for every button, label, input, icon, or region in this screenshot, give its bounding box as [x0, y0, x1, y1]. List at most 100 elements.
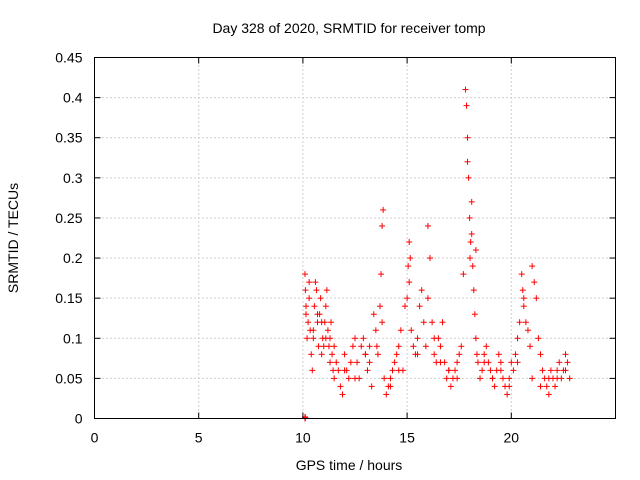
- data-point: [303, 311, 310, 318]
- data-point: [305, 319, 312, 326]
- data-point: [406, 239, 413, 246]
- data-point: [431, 335, 438, 342]
- data-point: [489, 375, 496, 382]
- data-point: [554, 375, 561, 382]
- data-point: [537, 383, 544, 390]
- y-tick-labels: 0 0.05 0.1 0.15 0.2 0.25 0.3 0.35 0.4 0.45: [55, 50, 82, 427]
- data-point: [518, 271, 525, 278]
- data-point: [321, 319, 328, 326]
- data-point: [333, 359, 340, 366]
- data-point: [372, 327, 379, 334]
- data-point: [473, 351, 480, 358]
- data-point: [495, 351, 502, 358]
- data-point: [405, 263, 412, 270]
- x-tick-label: 0: [91, 430, 99, 446]
- data-point: [303, 303, 310, 310]
- data-point: [323, 287, 330, 294]
- data-point: [395, 343, 402, 350]
- y-tick-label: 0: [75, 411, 83, 427]
- data-point: [324, 327, 331, 334]
- data-point: [424, 222, 431, 229]
- data-point: [460, 271, 467, 278]
- data-point: [422, 343, 429, 350]
- data-point: [471, 311, 478, 318]
- data-point: [562, 351, 569, 358]
- data-point: [424, 295, 431, 302]
- y-tick-label: 0.35: [55, 130, 82, 146]
- data-point: [454, 375, 461, 382]
- data-point: [506, 375, 513, 382]
- data-point: [429, 319, 436, 326]
- data-point: [533, 295, 540, 302]
- data-point: [313, 287, 320, 294]
- data-point: [456, 351, 463, 358]
- data-point: [463, 102, 470, 109]
- data-point: [352, 335, 358, 342]
- data-point: [427, 255, 434, 262]
- data-point: [309, 367, 316, 374]
- data-point: [339, 391, 346, 398]
- data-point: [314, 311, 321, 318]
- data-point: [468, 198, 475, 205]
- data-point: [317, 295, 324, 302]
- data-point: [508, 359, 515, 366]
- data-point: [477, 375, 484, 382]
- data-point: [368, 383, 375, 390]
- data-point: [381, 375, 388, 382]
- data-point: [566, 375, 573, 382]
- data-point: [491, 383, 498, 390]
- data-point: [358, 343, 365, 350]
- data-point: [383, 391, 390, 398]
- data-point: [377, 303, 384, 310]
- data-point: [487, 367, 494, 374]
- data-point: [443, 375, 450, 382]
- data-point: [329, 351, 336, 358]
- data-point: [404, 295, 411, 302]
- data-point: [374, 351, 381, 358]
- x-tick-label: 20: [504, 430, 520, 446]
- data-point: [504, 391, 511, 398]
- data-point: [522, 319, 529, 326]
- data-point: [304, 335, 311, 342]
- data-point: [519, 287, 526, 294]
- data-point: [481, 351, 488, 358]
- y-tick-label: 0.2: [63, 250, 83, 266]
- data-point: [547, 367, 554, 374]
- data-point: [472, 247, 479, 254]
- x-tick-label: 10: [295, 430, 311, 446]
- y-tick-label: 0.1: [63, 330, 83, 346]
- data-point: [524, 327, 531, 334]
- data-point: [531, 279, 538, 286]
- axis-ticks: [94, 57, 616, 419]
- plot-frame: [94, 57, 616, 419]
- data-point: [470, 287, 477, 294]
- data-point: [397, 327, 404, 334]
- x-tick-labels: 0 5 10 15 20: [91, 430, 520, 446]
- data-point: [418, 287, 425, 294]
- data-point: [468, 230, 475, 237]
- data-point: [345, 375, 352, 382]
- data-point: [483, 343, 490, 350]
- data-point: [402, 303, 409, 310]
- data-point: [322, 335, 329, 342]
- data-point: [545, 391, 552, 398]
- data-point: [407, 255, 414, 262]
- data-point: [414, 351, 421, 358]
- data-point: [520, 303, 527, 310]
- data-point: [520, 295, 527, 302]
- data-point: [315, 343, 322, 350]
- y-tick-label: 0.25: [55, 210, 82, 226]
- data-point: [458, 343, 465, 350]
- data-point: [347, 359, 354, 366]
- data-point: [408, 327, 415, 334]
- data-point: [414, 335, 421, 342]
- data-point: [410, 343, 417, 350]
- data-point: [499, 375, 506, 382]
- data-point: [331, 375, 338, 382]
- data-point: [391, 359, 398, 366]
- data-point: [362, 351, 369, 358]
- data-point: [467, 239, 474, 246]
- data-point: [366, 359, 373, 366]
- data-point: [481, 359, 488, 366]
- data-point: [543, 383, 550, 390]
